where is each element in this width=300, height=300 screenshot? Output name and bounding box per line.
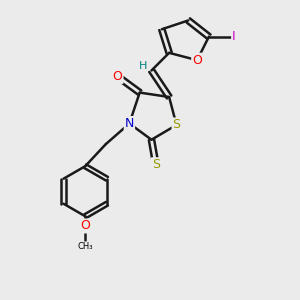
Text: H: H [139, 61, 147, 71]
Text: S: S [172, 118, 181, 131]
Text: I: I [232, 30, 236, 43]
Text: O: O [80, 220, 90, 232]
Text: O: O [192, 54, 202, 67]
Text: CH₃: CH₃ [77, 242, 93, 251]
Text: S: S [152, 158, 160, 171]
Text: N: N [125, 117, 134, 130]
Text: O: O [113, 70, 122, 83]
